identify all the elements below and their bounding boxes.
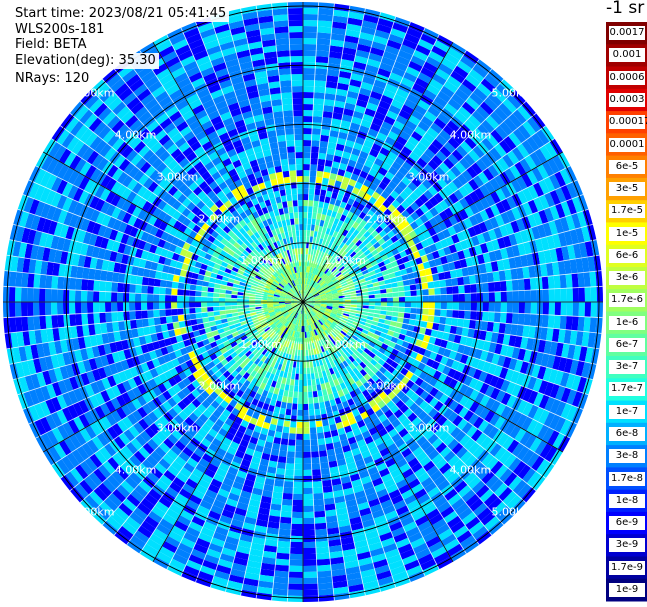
ring-label-3-1: 3.00km	[157, 170, 199, 183]
nrays-label: NRays: 120	[12, 71, 93, 87]
colorbar-label-5: 0.0001	[609, 137, 645, 152]
ring-label-4-0: 4.00km	[450, 129, 492, 142]
colorbar-label-8: 1.7e-5	[609, 204, 645, 219]
ring-label-1-0: 1.00km	[324, 254, 366, 267]
elevation-label: Elevation(deg): 35.30	[12, 53, 159, 69]
colorbar-label-20: 1.7e-8	[609, 471, 645, 486]
ring-label-2-2: 2.00km	[366, 380, 408, 393]
colorbar-title: -1 sr	[606, 0, 645, 18]
colorbar-label-3: 0.0003	[609, 92, 645, 107]
ring-label-4-2: 4.00km	[450, 463, 492, 476]
ring-label-3-2: 3.00km	[408, 422, 450, 435]
ring-label-5-0: 5.00km	[492, 87, 534, 100]
colorbar-label-14: 6e-7	[609, 337, 645, 352]
radial-line-2	[302, 151, 563, 303]
colorbar-label-23: 3e-9	[609, 538, 645, 553]
radial-line-1	[302, 41, 454, 303]
instrument-label: WLS200s-181	[12, 22, 108, 38]
colorbar-label-0: 0.0017	[609, 26, 645, 41]
range-ring-labels: 1.00km 1.00km 1.00km 1.00km 2.00km 2.00km 2.00…	[73, 87, 533, 519]
ring-label-1-2: 1.00km	[324, 338, 366, 351]
ring-label-1-1: 1.00km	[240, 254, 282, 267]
colorbar-label-6: 6e-5	[609, 159, 645, 174]
radial-lines	[3, 2, 603, 602]
ppi-scan-plot: 1.00km 1.00km 1.00km 1.00km 2.00km 2.00km 2.00…	[2, 1, 604, 603]
ring-label-1-3: 1.00km	[240, 338, 282, 351]
colorbar-label-24: 1.7e-9	[609, 560, 645, 575]
ring-label-3-3: 3.00km	[157, 422, 199, 435]
ring-label-2-3: 2.00km	[199, 380, 241, 393]
ring-label-5-3: 5.00km	[73, 505, 115, 518]
radial-line-10	[42, 151, 304, 303]
colorbar-label-12: 1.7e-6	[609, 293, 645, 308]
radial-line-7	[152, 301, 304, 562]
ring-label-4-1: 4.00km	[115, 129, 157, 142]
colorbar-label-16: 1.7e-7	[609, 382, 645, 397]
colorbar-label-10: 6e-6	[609, 248, 645, 263]
field-label: Field: BETA	[12, 37, 90, 53]
ring-label-3-0: 3.00km	[408, 170, 450, 183]
colorbar-label-21: 1e-8	[609, 493, 645, 508]
ring-label-4-3: 4.00km	[115, 463, 157, 476]
radial-line-5	[302, 301, 454, 562]
radial-line-4	[302, 301, 563, 453]
colorbar-label-1: 0.001	[609, 48, 645, 63]
colorbar-label-15: 3e-7	[609, 360, 645, 375]
radial-line-11	[152, 41, 304, 303]
colorbar-label-25: 1e-9	[609, 582, 645, 597]
colorbar-label-11: 3e-6	[609, 271, 645, 286]
colorbar-label-17: 1e-7	[609, 404, 645, 419]
colorbar-label-7: 3e-5	[609, 182, 645, 196]
colorbar-label-13: 1e-6	[609, 315, 645, 330]
ring-label-2-0: 2.00km	[366, 212, 408, 225]
colorbar-label-18: 6e-8	[609, 427, 645, 441]
ray-separators	[3, 2, 603, 602]
colorbar-label-9: 1e-5	[609, 226, 645, 241]
colorbar-label-4: 0.00017	[609, 115, 647, 130]
colorbar-label-19: 3e-8	[609, 449, 645, 464]
colorbar-label-22: 6e-9	[609, 516, 645, 531]
radial-line-8	[42, 301, 304, 453]
ring-label-5-1: 5.00km	[73, 87, 115, 100]
start-time-label: Start time: 2023/08/21 05:41:45	[12, 6, 230, 22]
ring-label-5-2: 5.00km	[492, 505, 534, 518]
ring-label-2-1: 2.00km	[199, 212, 241, 225]
colorbar-label-2: 0.0006	[609, 70, 645, 85]
